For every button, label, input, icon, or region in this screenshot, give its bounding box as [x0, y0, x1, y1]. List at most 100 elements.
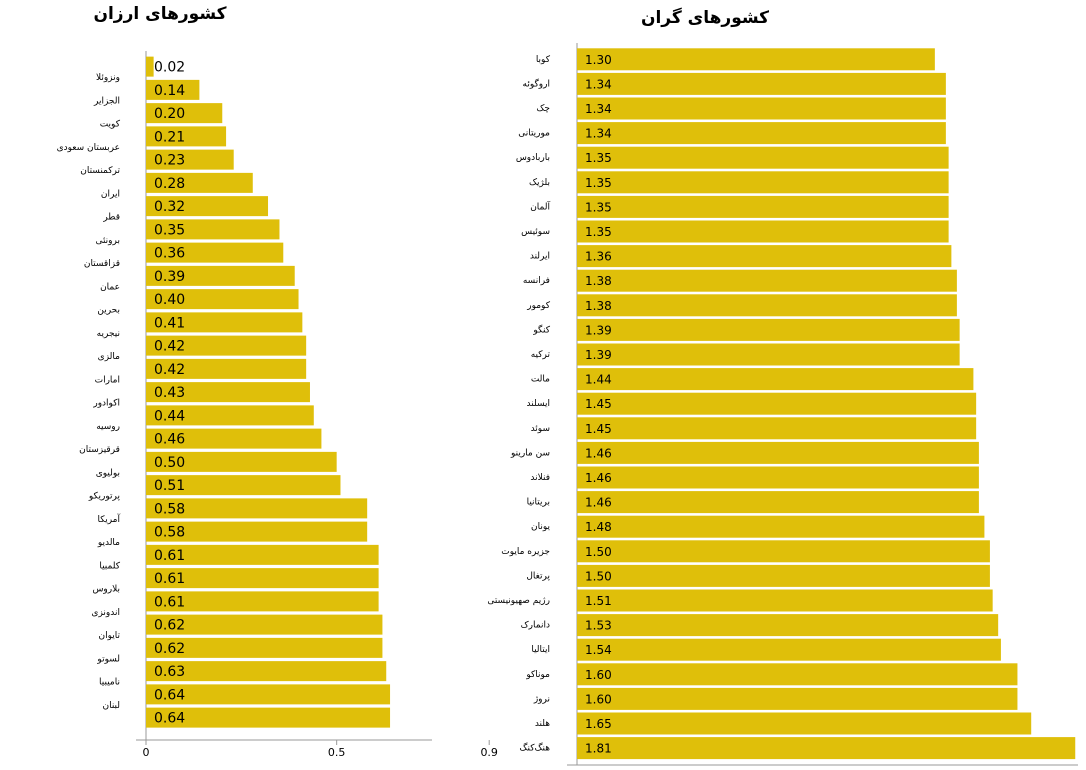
category-label: فرانسه	[523, 276, 550, 286]
value-label: 1.46	[585, 446, 612, 460]
value-label: 0.42	[154, 339, 185, 355]
category-label: ایسلند	[527, 399, 550, 409]
x-tick-label: 0	[143, 746, 150, 759]
category-label: بولیوی	[96, 468, 120, 478]
bar	[146, 614, 383, 635]
category-label: بریتانیا	[527, 498, 550, 508]
value-label: 1.54	[585, 643, 612, 657]
bar	[577, 515, 985, 538]
value-label: 1.65	[585, 717, 612, 731]
bar	[146, 56, 154, 77]
category-label: عمان	[100, 282, 120, 292]
value-label: 0.64	[154, 687, 185, 703]
bar	[577, 417, 977, 440]
bar	[577, 48, 935, 71]
category-label: باربادوس	[516, 153, 550, 163]
bar	[146, 242, 284, 263]
bar	[146, 196, 269, 217]
value-label: 0.58	[154, 501, 185, 517]
bar	[577, 491, 979, 514]
category-label: لسوتو	[96, 654, 120, 664]
category-label: تایوان	[98, 631, 120, 641]
value-label: 0.36	[154, 246, 185, 262]
value-label: 1.60	[585, 668, 612, 682]
bar	[146, 498, 368, 519]
bar	[577, 589, 993, 612]
bar	[146, 289, 299, 310]
category-label: موناکو	[525, 670, 550, 680]
bar	[577, 318, 960, 341]
bar	[577, 441, 979, 464]
bar	[577, 294, 957, 317]
bar	[577, 269, 957, 292]
value-label: 1.46	[585, 471, 612, 485]
category-label: اروگوئه	[523, 77, 550, 89]
bar	[146, 358, 307, 379]
bar	[146, 428, 322, 449]
category-label: اندونزی	[91, 608, 120, 618]
value-label: 1.50	[585, 569, 612, 583]
bar	[577, 343, 960, 366]
category-label: الجزایر	[93, 96, 120, 106]
category-label: سوئیس	[521, 227, 550, 237]
value-label: 0.43	[154, 385, 185, 401]
category-label: کویت	[100, 120, 121, 130]
bar	[146, 684, 391, 705]
value-label: 0.62	[154, 618, 185, 634]
category-label: فنلاند	[530, 473, 550, 483]
bar	[577, 146, 949, 169]
bar	[577, 737, 1076, 760]
value-label: 0.61	[154, 548, 185, 564]
category-label: نروژ	[533, 694, 550, 704]
category-label: یونان	[531, 522, 551, 532]
category-label: مالزی	[98, 352, 120, 362]
category-label: هنگ‌کنگ	[519, 742, 550, 754]
value-label: 0.41	[154, 315, 185, 331]
value-label: 0.42	[154, 362, 185, 378]
category-label: قزاقستان	[84, 259, 120, 269]
value-label: 1.38	[585, 274, 612, 288]
bar	[146, 451, 337, 472]
category-label: نامیبیا	[99, 678, 120, 688]
category-label: آمریکا	[97, 513, 120, 525]
value-label: 0.61	[154, 594, 185, 610]
category-label: قطر	[102, 213, 120, 223]
value-label: 1.44	[585, 373, 612, 387]
value-label: 1.39	[585, 323, 612, 337]
bar	[577, 466, 979, 489]
value-label: 0.28	[154, 176, 185, 192]
category-label: امارات	[95, 375, 120, 385]
category-label: کنگو	[532, 323, 550, 335]
category-label: قرقیزستان	[79, 445, 120, 455]
category-label: کومور	[526, 301, 550, 311]
category-label: دانمارک	[521, 620, 550, 631]
bar	[577, 614, 999, 637]
bar	[577, 122, 946, 145]
bar	[146, 521, 368, 542]
bar	[577, 195, 949, 218]
value-label: 1.48	[585, 520, 612, 534]
value-label: 0.58	[154, 525, 185, 541]
value-label: 0.61	[154, 571, 185, 587]
bar	[146, 568, 379, 589]
category-label: پرتوریکو	[88, 492, 121, 502]
value-label: 1.51	[585, 594, 612, 608]
category-label: بلاروس	[92, 585, 120, 595]
value-label: 0.51	[154, 478, 185, 494]
bar	[146, 661, 387, 682]
value-label: 0.23	[154, 153, 185, 169]
value-label: 1.35	[585, 151, 612, 165]
category-label: مالدیو	[97, 538, 120, 548]
value-label: 0.14	[154, 83, 185, 99]
category-label: سوئد	[531, 424, 550, 434]
value-label: 1.35	[585, 225, 612, 239]
category-label: کوبا	[536, 55, 551, 65]
category-label: کلمبیا	[99, 561, 120, 571]
value-label: 1.45	[585, 397, 612, 411]
bar	[146, 126, 227, 147]
value-label: 1.34	[585, 77, 612, 91]
bar	[146, 335, 307, 356]
value-label: 1.35	[585, 200, 612, 214]
category-label: روسیه	[96, 422, 120, 432]
